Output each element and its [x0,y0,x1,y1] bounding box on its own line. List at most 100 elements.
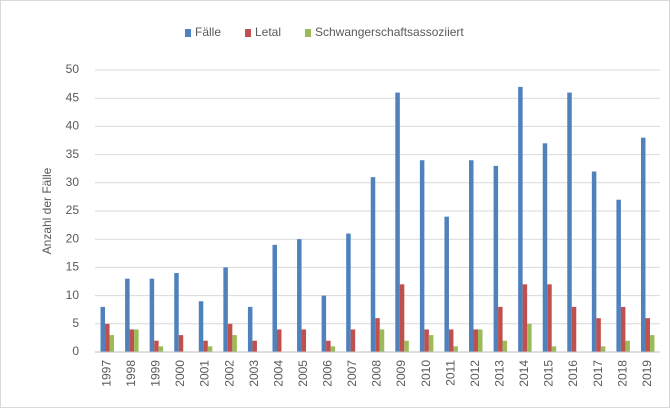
bar [551,346,557,352]
bar [252,340,257,352]
bar [272,244,277,352]
y-tick-label: 50 [66,62,80,76]
y-tick-label: 30 [66,175,80,189]
bar [640,137,646,352]
bar [346,233,351,352]
bar [424,329,429,352]
x-tick-label: 2006 [321,360,335,387]
bar [105,323,110,352]
bar [542,143,548,352]
bar [198,301,204,352]
bar [600,346,606,352]
bar [326,340,331,352]
x-tick-label: 1998 [124,360,138,387]
x-tick-label: 1997 [99,360,113,387]
bar [158,346,164,352]
x-tick-label: 2016 [566,360,580,387]
bar [448,329,454,352]
legend-swatch [305,29,311,37]
bar [518,86,523,353]
legend-swatch [185,29,191,37]
bar [616,199,621,352]
legend-label: Letal [255,25,281,39]
legend-swatch [245,29,251,37]
bar [399,284,405,352]
y-tick-label: 25 [66,203,80,217]
bar [125,278,130,352]
bar [227,323,233,352]
bar [232,335,237,352]
x-tick-label: 2009 [394,360,408,387]
bar [395,92,400,352]
x-tick-label: 2015 [542,360,556,387]
x-tick-label: 2019 [640,360,654,387]
bar [522,284,528,352]
bar [247,306,253,352]
bar [149,278,155,352]
bar [178,335,184,352]
y-axis-label: Anzahl der Fälle [40,167,54,254]
x-tick-label: 2014 [517,360,531,387]
x-tick-label: 1999 [149,360,163,387]
y-tick-label: 35 [66,147,80,161]
x-tick-label: 2004 [271,360,285,387]
bar [571,306,577,352]
x-tick-label: 2001 [198,360,212,387]
bar [134,329,139,352]
x-tick-label: 2011 [443,360,457,386]
bar [404,340,409,352]
bar [502,340,508,352]
bar [129,329,135,352]
x-tick-label: 2002 [222,360,236,387]
y-tick-label: 15 [66,260,80,274]
bar [321,295,327,352]
x-tick-label: 2000 [173,360,187,387]
bar [649,335,655,352]
bar [428,335,434,352]
bar [379,329,385,352]
x-tick-label: 2017 [591,360,605,387]
bar [473,329,479,352]
bar [375,318,380,352]
bar [620,306,626,352]
y-tick-label: 10 [66,288,80,302]
bar [203,340,208,352]
y-tick-label: 40 [66,119,80,133]
bar [469,160,474,352]
x-tick-label: 2003 [247,360,261,387]
bar [370,177,376,352]
bar [100,306,106,352]
y-tick-label: 45 [66,90,80,104]
bar [453,346,458,352]
legend-label: Fälle [195,25,221,39]
bar [444,216,449,352]
bar [276,329,282,352]
bar [419,160,425,352]
bar [645,318,650,352]
y-tick-label: 5 [72,316,79,330]
bar [154,340,159,352]
bar [493,165,499,352]
x-tick-label: 2010 [419,360,433,387]
bar [174,273,179,352]
bar [498,306,503,352]
bar [591,171,597,352]
bar [547,284,552,352]
bar [207,346,213,352]
bar [527,323,532,352]
x-tick-label: 2008 [370,360,384,387]
bar [567,92,572,352]
bar [625,340,630,352]
y-tick-label: 20 [66,231,80,245]
bar [109,335,115,352]
x-tick-label: 2007 [345,360,359,387]
bar [297,239,302,352]
bar [223,267,228,352]
bar [596,318,601,352]
x-tick-label: 2013 [492,360,506,387]
legend-label: Schwangerschaftsassoziiert [315,25,464,39]
bar [330,346,336,352]
bar [301,329,307,352]
x-tick-label: 2005 [296,360,310,387]
